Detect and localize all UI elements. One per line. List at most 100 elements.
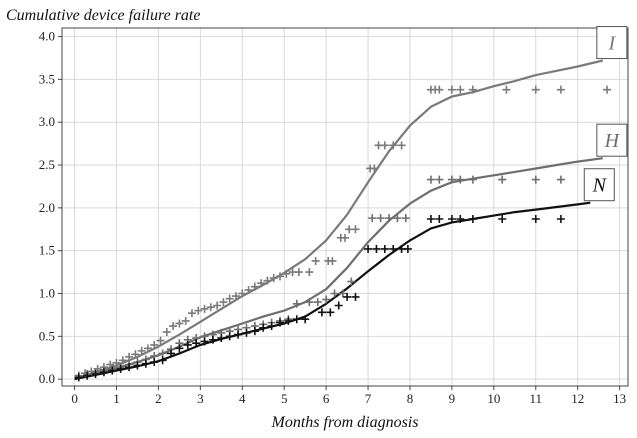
- censor-mark-I: [380, 141, 389, 150]
- censor-mark-N: [351, 292, 360, 301]
- censor-mark-N: [150, 358, 159, 367]
- censor-mark-N: [372, 244, 381, 253]
- x-tick-label: 10: [487, 391, 500, 406]
- censor-mark-I: [238, 289, 247, 298]
- censor-mark-N: [116, 364, 125, 373]
- censor-mark-N: [99, 368, 108, 377]
- series-label-I: I: [608, 33, 617, 55]
- censor-mark-I: [244, 286, 253, 295]
- series-curves: [74, 59, 604, 381]
- censor-mark-N: [364, 244, 373, 253]
- censor-mark-N: [531, 214, 540, 223]
- censor-mark-N: [292, 315, 301, 324]
- y-tick-label: 1.0: [39, 286, 55, 301]
- censor-mark-H: [347, 277, 356, 286]
- censor-mark-I: [370, 164, 379, 173]
- censor-mark-I: [206, 303, 215, 312]
- censor-mark-N: [276, 318, 285, 327]
- censor-mark-I: [156, 336, 165, 345]
- censor-mark-I: [150, 340, 159, 349]
- censor-mark-N: [267, 322, 276, 331]
- censor-mark-I: [305, 268, 314, 277]
- y-tick-label: 4.0: [39, 29, 55, 44]
- y-axis-title: Cumulative device failure rate: [6, 7, 200, 24]
- censor-mark-N: [91, 370, 100, 379]
- censor-mark-H: [322, 295, 331, 304]
- censor-mark-N: [192, 339, 201, 348]
- censor-mark-N: [284, 316, 293, 325]
- censor-mark-N: [403, 244, 412, 253]
- censor-mark-H: [338, 289, 347, 298]
- censor-mark-I: [169, 322, 178, 331]
- censor-mark-H: [376, 214, 385, 223]
- censor-mark-N: [183, 340, 192, 349]
- censor-mark-I: [341, 233, 349, 242]
- x-axis-title: Months from diagnosis: [271, 414, 419, 431]
- censor-mark-I: [397, 141, 406, 150]
- censor-mark-I: [231, 292, 240, 301]
- gridlines: [62, 28, 628, 386]
- censor-mark-I: [194, 306, 203, 315]
- series-label-box: [583, 168, 615, 202]
- plot-border: [61, 27, 629, 387]
- series-label-box: [596, 26, 628, 60]
- x-tick-label: 4: [239, 391, 246, 406]
- x-tick-label: 11: [529, 391, 542, 406]
- censor-mark-I: [143, 344, 152, 353]
- censor-mark-I: [447, 85, 456, 94]
- censor-mark-I: [175, 319, 184, 328]
- censor-mark-N: [343, 292, 352, 301]
- x-axis-ticks: 0 1 2 3 4 5 6 7 8 9 10 11 12 13: [71, 386, 626, 406]
- censor-mark-N: [83, 371, 92, 380]
- censor-mark-I: [556, 85, 565, 94]
- y-tick-label: 1.5: [39, 243, 55, 258]
- censor-mark-N: [389, 244, 398, 253]
- censor-mark-N: [435, 214, 444, 223]
- censor-mark-I: [311, 256, 320, 265]
- y-tick-label: 2.5: [39, 157, 55, 172]
- censor-mark-I: [531, 85, 540, 94]
- censor-mark-H: [447, 175, 456, 184]
- censor-marks: [74, 85, 612, 382]
- censor-mark-I: [456, 85, 465, 94]
- censor-mark-H: [313, 298, 322, 307]
- censor-mark-I: [200, 304, 209, 313]
- x-tick-label: 6: [323, 391, 330, 406]
- censor-mark-N: [556, 214, 565, 223]
- series-label-N: N: [592, 175, 608, 197]
- series-line-N: [74, 201, 591, 381]
- censor-mark-I: [106, 360, 115, 369]
- censor-mark-N: [317, 308, 326, 317]
- censor-mark-N: [74, 373, 83, 382]
- censor-mark-H: [531, 175, 540, 184]
- series-label-H: H: [604, 130, 621, 152]
- censor-mark-I: [257, 279, 266, 288]
- censor-mark-H: [368, 214, 377, 223]
- censor-mark-H: [158, 349, 167, 358]
- censor-mark-I: [125, 352, 134, 361]
- plot-frame: [61, 27, 629, 387]
- censor-mark-H: [305, 298, 314, 307]
- y-tick-label: 3.0: [39, 114, 55, 129]
- censor-mark-H: [385, 214, 394, 223]
- censor-mark-N: [380, 244, 389, 253]
- y-tick-label: 2.0: [39, 200, 55, 215]
- censor-mark-H: [435, 175, 444, 184]
- censor-mark-H: [292, 299, 301, 308]
- censor-mark-I: [131, 350, 140, 359]
- y-axis-ticks: 0.0 0.5 1.0 1.5 2.0 2.5 3.0 3.5 4.0: [39, 29, 62, 386]
- series-labels: I H N: [583, 26, 628, 202]
- censor-mark-I: [263, 276, 272, 285]
- censor-mark-N: [250, 327, 259, 336]
- censor-mark-N: [456, 214, 465, 223]
- censor-mark-N: [108, 366, 117, 375]
- censor-mark-H: [330, 289, 339, 298]
- censor-mark-I: [435, 85, 444, 94]
- censor-mark-N: [200, 337, 209, 346]
- censor-mark-N: [234, 330, 243, 339]
- series-line-I: [74, 59, 604, 381]
- x-tick-label: 8: [407, 391, 414, 406]
- censor-mark-I: [187, 309, 196, 318]
- censor-mark-H: [456, 175, 465, 184]
